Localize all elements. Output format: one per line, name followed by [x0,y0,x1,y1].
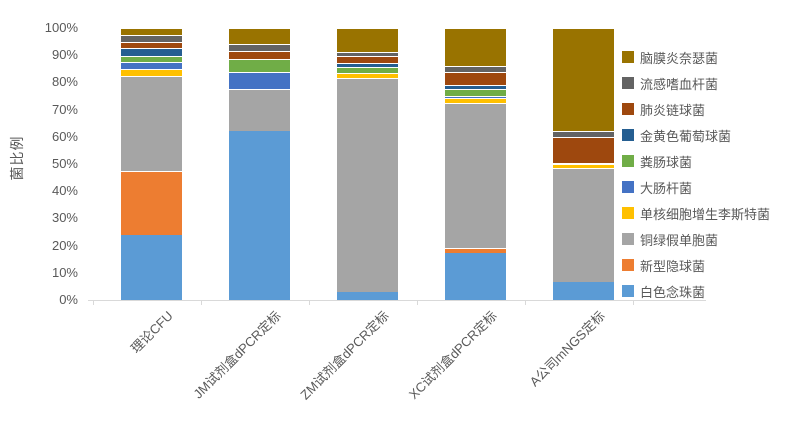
bar-segment [120,62,182,70]
legend-swatch-icon [622,155,634,167]
bar-segment [552,162,614,165]
bar-segment [228,131,290,300]
bar-segment [444,102,506,249]
bar-segment [552,28,614,132]
legend-label: 大肠杆菌 [640,180,693,196]
legend-swatch-icon [622,129,634,141]
legend-swatch-icon [622,77,634,89]
bar-segment [336,63,398,67]
legend-item: 肺炎链球菌 [622,96,770,122]
legend-label: 新型隐球菌 [640,258,706,274]
legend-label: 流感嗜血杆菌 [640,76,719,92]
bar-segment [120,28,182,35]
legend-label: 金黄色葡萄球菌 [640,128,732,144]
legend-label: 单核细胞增生李斯特菌 [640,206,771,222]
x-axis-line [88,300,706,301]
legend-swatch-icon [622,233,634,245]
legend-label: 白色念珠菌 [640,284,706,300]
y-tick-label: 20% [51,237,78,253]
bar-segment [336,78,398,292]
stacked-bar [444,28,506,300]
y-tick-label: 50% [51,156,78,171]
y-tick-label: 80% [51,74,78,90]
legend-item: 单核细胞增生李斯特菌 [622,200,770,226]
legend-label: 粪肠球菌 [640,154,693,170]
bar-segment [336,28,398,52]
y-tick-label: 90% [51,47,78,63]
y-tick-label: 70% [51,101,78,117]
x-axis-tick [93,300,94,305]
legend-item: 流感嗜血杆菌 [622,70,770,96]
x-axis-tick [417,300,418,305]
bar-segment [444,98,506,103]
legend-item: 脑膜炎奈瑟菌 [622,44,770,70]
bar-segment [120,170,182,235]
legend-swatch-icon [622,207,634,219]
bar-segment [444,248,506,253]
x-axis-tick [309,300,310,305]
legend-item: 铜绿假单胞菌 [622,226,770,252]
legend-swatch-icon [622,103,634,115]
bar-segment [444,28,506,66]
bar-segment [228,28,290,45]
bar-segment [336,72,398,79]
bar-segment [444,89,506,96]
bar-segment [444,65,506,72]
legend-label: 铜绿假单胞菌 [640,232,719,248]
bar-segment [444,252,506,300]
legend-item: 金黄色葡萄球菌 [622,122,770,148]
legend-swatch-icon [622,259,634,271]
bar-segment [552,281,614,300]
y-tick-label: 30% [51,210,78,226]
bar-segment [120,34,182,42]
x-axis-tick [633,300,634,305]
bar-segment [228,44,290,52]
y-tick-label: 40% [51,183,78,199]
stacked-bar [336,28,398,300]
bar-segment [444,85,506,90]
stacked-bar [552,28,614,300]
stacked-bar [228,28,290,300]
legend-label: 肺炎链球菌 [640,102,706,118]
legend-item: 大肠杆菌 [622,174,770,200]
bar-segment [228,51,290,60]
bar-segment [120,69,182,77]
bar-segment [444,95,506,99]
bar-segment [552,131,614,137]
bar-segment [120,55,182,63]
y-tick-label: 100% [44,20,78,35]
x-axis-tick [525,300,526,305]
legend-label: 脑膜炎奈瑟菌 [640,50,719,66]
bar-segment [336,66,398,73]
bar-segment [120,41,182,49]
legend-swatch-icon [622,285,634,297]
y-tick-label: 10% [51,264,78,280]
bar-segment [120,234,182,300]
legend: 脑膜炎奈瑟菌 流感嗜血杆菌 肺炎链球菌金黄色葡萄球菌 粪肠球菌大肠杆菌单核细胞增生李斯… [622,44,770,304]
legend-item: 白色念珠菌 [622,278,770,304]
bar-segment [552,164,614,169]
x-category-label: 理论CFU [127,308,176,357]
bar-segment [120,48,182,56]
bar-segment [336,55,398,64]
y-tick-label: 60% [51,128,78,144]
bar-segment [336,51,398,56]
legend-item: 新型隐球菌 [622,252,770,278]
legend-swatch-icon [622,181,634,193]
bar-segment [228,89,290,132]
y-tick-label: 0% [59,292,78,307]
legend-swatch-icon [622,51,634,63]
bar-segment [444,71,506,86]
bar-segment [552,168,614,282]
legend-item: 粪肠球菌 [622,148,770,174]
bar-segment [228,59,290,72]
bar-segment [228,71,290,90]
bar-segment [552,136,614,163]
bar-segment [120,76,182,171]
bar-segment [336,291,398,300]
x-axis-tick [201,300,202,305]
stacked-bar [120,28,182,300]
